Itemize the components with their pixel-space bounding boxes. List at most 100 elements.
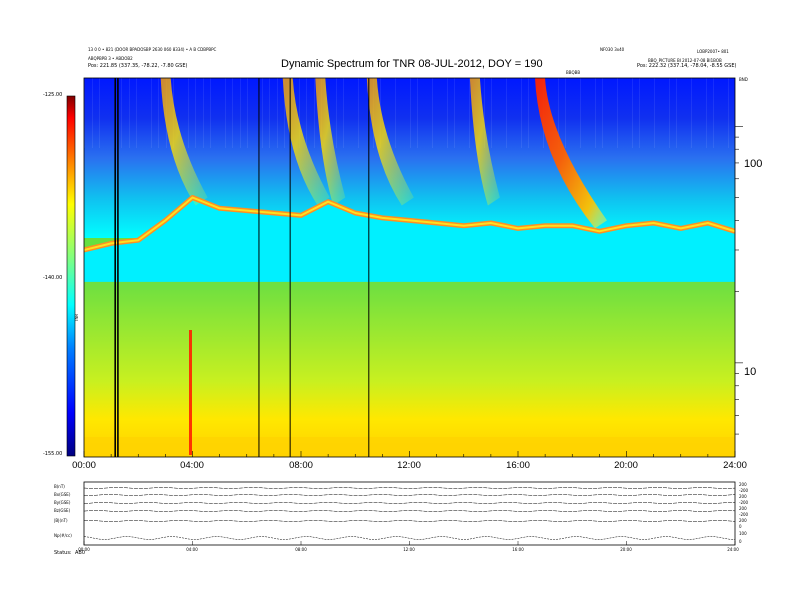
texture-stripe (669, 78, 670, 148)
texture-stripe (336, 78, 337, 148)
texture-stripe (99, 78, 100, 148)
texture-stripe (506, 78, 507, 148)
texture-stripe (277, 78, 278, 148)
radio-burst (315, 78, 346, 206)
texture-stripe (617, 78, 618, 148)
texture-stripe (136, 78, 137, 148)
texture-stripe (299, 78, 300, 148)
texture-stripe (676, 78, 677, 148)
texture-stripe (521, 78, 522, 148)
bottom-x-tick-label: 24:00 (727, 547, 739, 552)
x-tick-label: 20:00 (614, 460, 638, 471)
bottom-yellow-band (84, 437, 735, 457)
texture-stripe (158, 78, 159, 148)
status-value: AB0 (75, 550, 86, 556)
texture-stripe (188, 78, 189, 148)
texture-stripe (247, 78, 248, 148)
header-right-line1: BBQ_PICTURE BI 2012-07-08 BI1BOB (648, 58, 722, 63)
bottom-row-label: By(GSE) (54, 500, 71, 505)
texture-stripe (558, 78, 559, 148)
bottom-trace (83, 520, 736, 522)
texture-stripe (706, 78, 707, 148)
spectrogram (84, 78, 735, 457)
header-right-line0a: NF030 3x40 (600, 47, 625, 52)
chart-title: Dynamic Spectrum for TNR 08-JUL-2012, DO… (281, 58, 543, 70)
texture-stripe (728, 78, 729, 148)
texture-stripe (195, 78, 196, 148)
radio-burst (282, 78, 330, 206)
texture-stripe (84, 78, 85, 148)
texture-stripe (602, 78, 603, 148)
header-right-position: Pos: 222.32 (337.14, -78.04, -8.55 GSE) (637, 63, 737, 69)
texture-stripe (417, 78, 418, 148)
bottom-x-tick-label: 20:00 (620, 547, 632, 552)
bottom-scale: 200 (739, 482, 747, 487)
header-left-line1: 13 0 0 • 821 (DOOR BPADOSBP 2630 060 833… (88, 47, 217, 52)
bottom-x-tick-label: 12:00 (403, 547, 415, 552)
bottom-row-label: |B|(nT) (54, 518, 68, 523)
x-tick-label: 12:00 (397, 460, 421, 471)
radio-burst (469, 78, 500, 206)
bottom-panel-frame (83, 481, 736, 546)
colorbar-label-top: -125.00 (43, 92, 63, 98)
colorbar-label-mid: -140.00 (43, 275, 63, 281)
status-label: Status: (54, 550, 72, 556)
y-tick-label: 10 (744, 366, 757, 378)
bottom-scale: -200 (739, 512, 749, 517)
bottom-scale: 200 (739, 494, 747, 499)
texture-stripe (580, 78, 581, 148)
bottom-scale: 0 (739, 524, 742, 529)
bottom-x-tick-label: 16:00 (512, 547, 524, 552)
colorbar (66, 95, 76, 457)
bottom-trace (83, 502, 735, 504)
data-gap-lines (114, 78, 370, 457)
texture-stripe (491, 78, 492, 148)
bottom-scale: -200 (739, 500, 749, 505)
bottom-panel (83, 487, 736, 545)
texture-stripe (262, 78, 263, 148)
colorbar-label-bottom: -155.00 (43, 451, 63, 457)
texture-stripe (203, 78, 204, 148)
y-tick-label: 100 (744, 158, 763, 170)
cyan-noise-region (84, 199, 735, 282)
x-tick-label: 16:00 (506, 460, 530, 471)
radio-burst (160, 78, 208, 206)
texture-stripe (595, 78, 596, 148)
texture-stripe (528, 78, 529, 148)
texture-stripe (713, 78, 714, 148)
bottom-scale: 0 (739, 539, 742, 544)
y-axis (735, 125, 743, 435)
bottom-row-label: Np(#/cc) (54, 533, 72, 538)
radio-burst (534, 78, 607, 229)
spike-0400 (189, 330, 192, 455)
plasma-line-core (84, 196, 735, 251)
bottom-trace (83, 536, 736, 540)
x-tick-label: 24:00 (723, 460, 747, 471)
x-axis (83, 451, 736, 457)
texture-stripe (654, 78, 655, 148)
bottom-x-tick-label: 08:00 (295, 547, 307, 552)
texture-stripe (639, 78, 640, 148)
texture-stripe (306, 78, 307, 148)
bottom-x-tick-label: 00:00 (78, 547, 90, 552)
radio-bursts (160, 78, 607, 229)
texture-stripe (691, 78, 692, 148)
texture-stripe (454, 78, 455, 148)
texture-stripe (151, 78, 152, 148)
bottom-row-label: Bx(GSE) (54, 492, 71, 497)
header-left-position: Pos: 221.85 (337.35, -78.22, -7.80 GSE) (88, 63, 188, 69)
texture-stripe (432, 78, 433, 148)
bottom-row-label: B(nT) (54, 484, 65, 489)
texture-stripe (210, 78, 211, 148)
bottom-trace (83, 510, 736, 512)
header-left-line2: ABQPBPB 3 • ABDOB2 (88, 56, 133, 61)
texture-stripe (92, 78, 93, 148)
texture-stripe (632, 78, 633, 148)
texture-stripe (225, 78, 226, 148)
bottom-trace (83, 487, 736, 489)
header-mid-tag: BBQBB (566, 70, 581, 75)
bottom-x-tick-label: 04:00 (186, 547, 198, 552)
texture-stripe (240, 78, 241, 148)
bottom-row-label: Bz(GSE) (54, 508, 71, 513)
header-right-edge-tag: BND (739, 77, 748, 82)
